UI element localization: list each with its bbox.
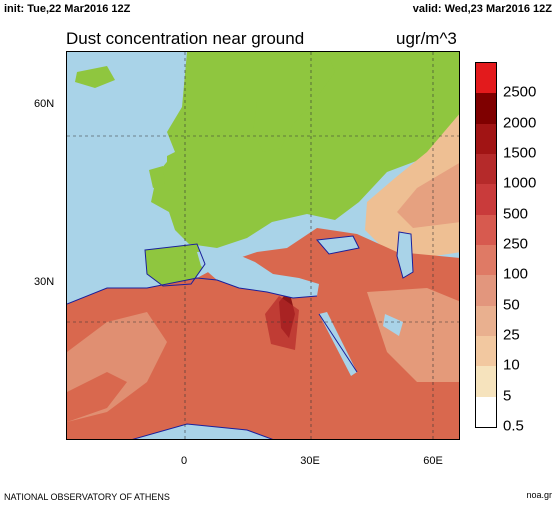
colorbar-label: 0.5 [503,417,524,435]
dust-map [66,51,460,440]
colorbar-cell [476,184,496,215]
colorbar-label: 5 [503,387,512,405]
graticule [67,52,459,439]
colorbar-label: 50 [503,296,520,314]
colorbar-label: 250 [503,235,529,253]
valid-time: valid: Wed,23 Mar2016 12Z [412,3,552,15]
colorbar-cell [476,275,496,306]
dust-map-graphic [67,52,459,439]
colorbar-label: 2500 [503,83,537,101]
coastline [67,231,414,439]
black-sea [317,236,359,254]
colorbar-cell [476,214,496,245]
lat-label-30n: 30N [34,276,55,288]
colorbar-cell [476,336,496,367]
colorbar-label: 1500 [503,144,537,162]
lon-label-30e: 30E [300,455,320,467]
lat-label-60n: 60N [34,98,55,110]
dust-plume-east-core [397,163,459,228]
init-time: init: Tue,22 Mar2016 12Z [4,3,131,15]
colorbar-label: 2000 [503,114,537,132]
colorbar-label: 500 [503,205,529,223]
colorbar-cell [476,366,496,397]
gulf-of-guinea [134,424,272,439]
colorbar-cell [476,63,496,94]
colorbar [475,62,497,428]
colorbar-label: 10 [503,356,520,374]
britain-land [167,148,189,192]
ireland-land [149,166,165,188]
lon-label-0: 0 [180,455,188,467]
colorbar-label: 25 [503,326,520,344]
footer-website: noa.gr [526,490,552,500]
map-units: ugr/m^3 [396,29,457,48]
dust-core-medium [265,296,299,350]
colorbar-label: 100 [503,265,529,283]
colorbar-cell [476,396,496,427]
dust-region-africa [67,228,459,439]
map-title: Dust concentration near ground [66,29,305,48]
dust-atlantic-streamer [67,372,127,422]
colorbar-cell [476,123,496,154]
mediterranean-sea [197,250,319,298]
colorbar-label: 1000 [503,174,537,192]
colorbar-cell [476,245,496,276]
lon-label-60e: 60E [423,455,443,467]
colorbar-cell [476,93,496,124]
caspian-sea [397,232,413,278]
iceland-land [75,66,115,88]
persian-gulf [383,314,403,336]
dust-region-arabia [367,288,459,382]
iberia-land [145,244,205,286]
colorbar-cell [476,154,496,185]
scandinavia-land [253,52,335,152]
colorbar-cell [476,305,496,336]
europe-land [151,52,459,248]
footer-organization: NATIONAL OBSERVATORY OF ATHENS [4,492,170,502]
